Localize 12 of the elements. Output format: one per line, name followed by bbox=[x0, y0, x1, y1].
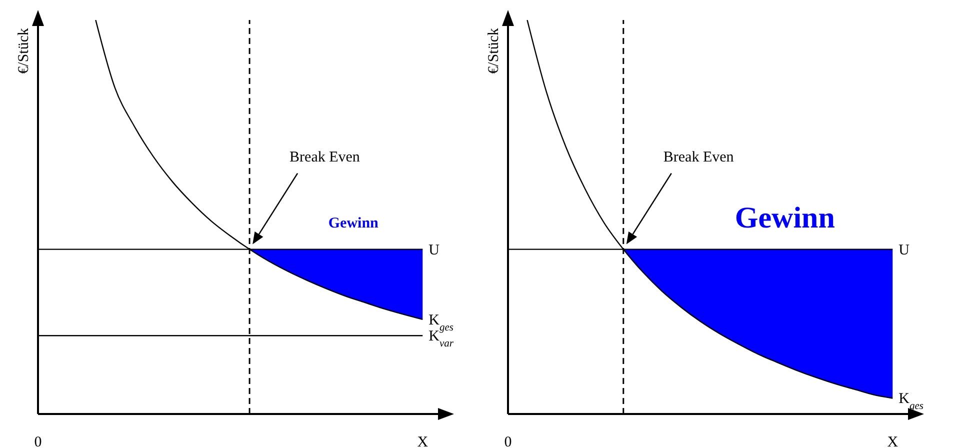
x-tick-label: 0 bbox=[504, 434, 512, 448]
series-label: U bbox=[428, 242, 440, 258]
series-label: U bbox=[898, 242, 910, 258]
annotation: Gewinn bbox=[328, 215, 380, 232]
annotation: Gewinn bbox=[734, 201, 836, 234]
y-axis-title: €/Stück bbox=[486, 28, 502, 74]
x-tick-label: X bbox=[887, 434, 898, 448]
x-tick-label: 0 bbox=[34, 434, 42, 448]
y-axis-title: €/Stück bbox=[16, 28, 32, 74]
annotation: Break Even bbox=[290, 149, 360, 166]
annotation: Break Even bbox=[663, 149, 734, 166]
x-tick-label: X bbox=[417, 434, 428, 448]
